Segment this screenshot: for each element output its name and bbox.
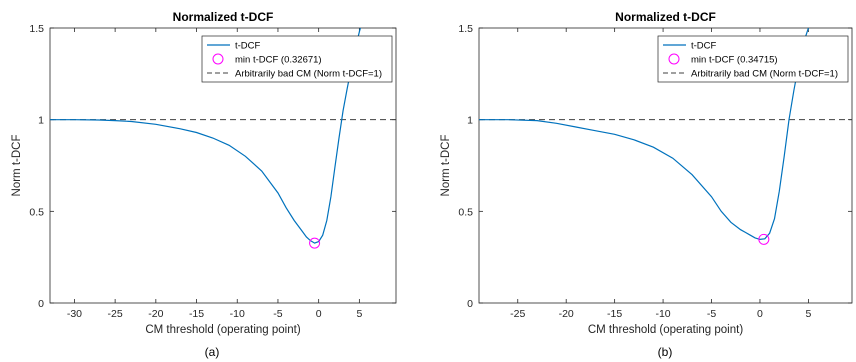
y-tick-label: 0.5 (29, 206, 44, 218)
min-t-dcf-marker (758, 233, 770, 245)
chart-title: Normalized t-DCF (173, 10, 274, 24)
x-tick-label: -25 (108, 308, 123, 320)
t-dcf-curve (50, 28, 362, 244)
legend-entry: min t-DCF (0.34715) (691, 55, 778, 66)
x-axis-label: CM threshold (operating point) (145, 324, 300, 336)
x-tick-label: 5 (805, 308, 811, 320)
legend-entry: Arbitrarily bad CM (Norm t-DCF=1) (691, 69, 838, 80)
y-axis-label: Norm t-DCF (440, 135, 452, 197)
legend-entry: min t-DCF (0.32671) (235, 55, 322, 66)
legend: t-DCF min t-DCF (0.34715) Arbitrarily bad … (657, 35, 849, 83)
chart-title: Normalized t-DCF (615, 10, 716, 24)
x-tick-label: -5 (707, 308, 716, 320)
legend-swatch-min-marker (212, 53, 224, 65)
x-tick-label: 0 (757, 308, 763, 320)
plot-series (50, 28, 396, 249)
x-tick-label: -20 (559, 308, 574, 320)
t-dcf-curve (479, 28, 810, 241)
min-t-dcf-marker (309, 237, 321, 249)
x-tick-label: 0 (316, 308, 322, 320)
x-tick-label: -25 (510, 308, 525, 320)
legend-entry: t-DCF (235, 41, 261, 52)
chart-panel-a: -30 -25 -20 -15 -10 -5 0 5 0 0.5 1 1.5 Normalized t-… (11, 10, 397, 359)
x-axis-label: CM threshold (operating point) (588, 324, 743, 336)
legend-box (201, 35, 393, 83)
legend-entry: Arbitrarily bad CM (Norm t-DCF=1) (235, 69, 382, 80)
chart-panel-b: -25 -20 -15 -10 -5 0 5 0 0.5 1 1.5 Normalized t-DCF… (440, 10, 853, 359)
x-tick-label: -10 (655, 308, 670, 320)
legend-box (657, 35, 849, 83)
y-axis-label: Norm t-DCF (11, 135, 23, 197)
y-tick-label: 0 (467, 298, 473, 310)
panel-label: (a) (205, 345, 220, 359)
x-tick-label: -10 (230, 308, 245, 320)
legend: t-DCF min t-DCF (0.32671) Arbitrarily bad … (201, 35, 393, 83)
x-tick-label: -30 (67, 308, 82, 320)
y-tick-label: 0 (38, 298, 44, 310)
x-tick-label: 5 (356, 308, 362, 320)
legend-swatch-min-marker (668, 53, 680, 65)
y-tick-label: 1.5 (458, 23, 473, 35)
y-tick-label: 1.5 (29, 23, 44, 35)
y-tick-label: 1 (38, 115, 44, 127)
x-tick-label: -5 (273, 308, 282, 320)
panel-label: (b) (658, 345, 673, 359)
y-tick-label: 0.5 (458, 206, 473, 218)
y-tick-label: 1 (467, 115, 473, 127)
x-tick-label: -15 (607, 308, 622, 320)
x-tick-label: -20 (148, 308, 163, 320)
x-tick-label: -15 (189, 308, 204, 320)
plot-series (479, 28, 852, 245)
legend-entry: t-DCF (691, 41, 717, 52)
